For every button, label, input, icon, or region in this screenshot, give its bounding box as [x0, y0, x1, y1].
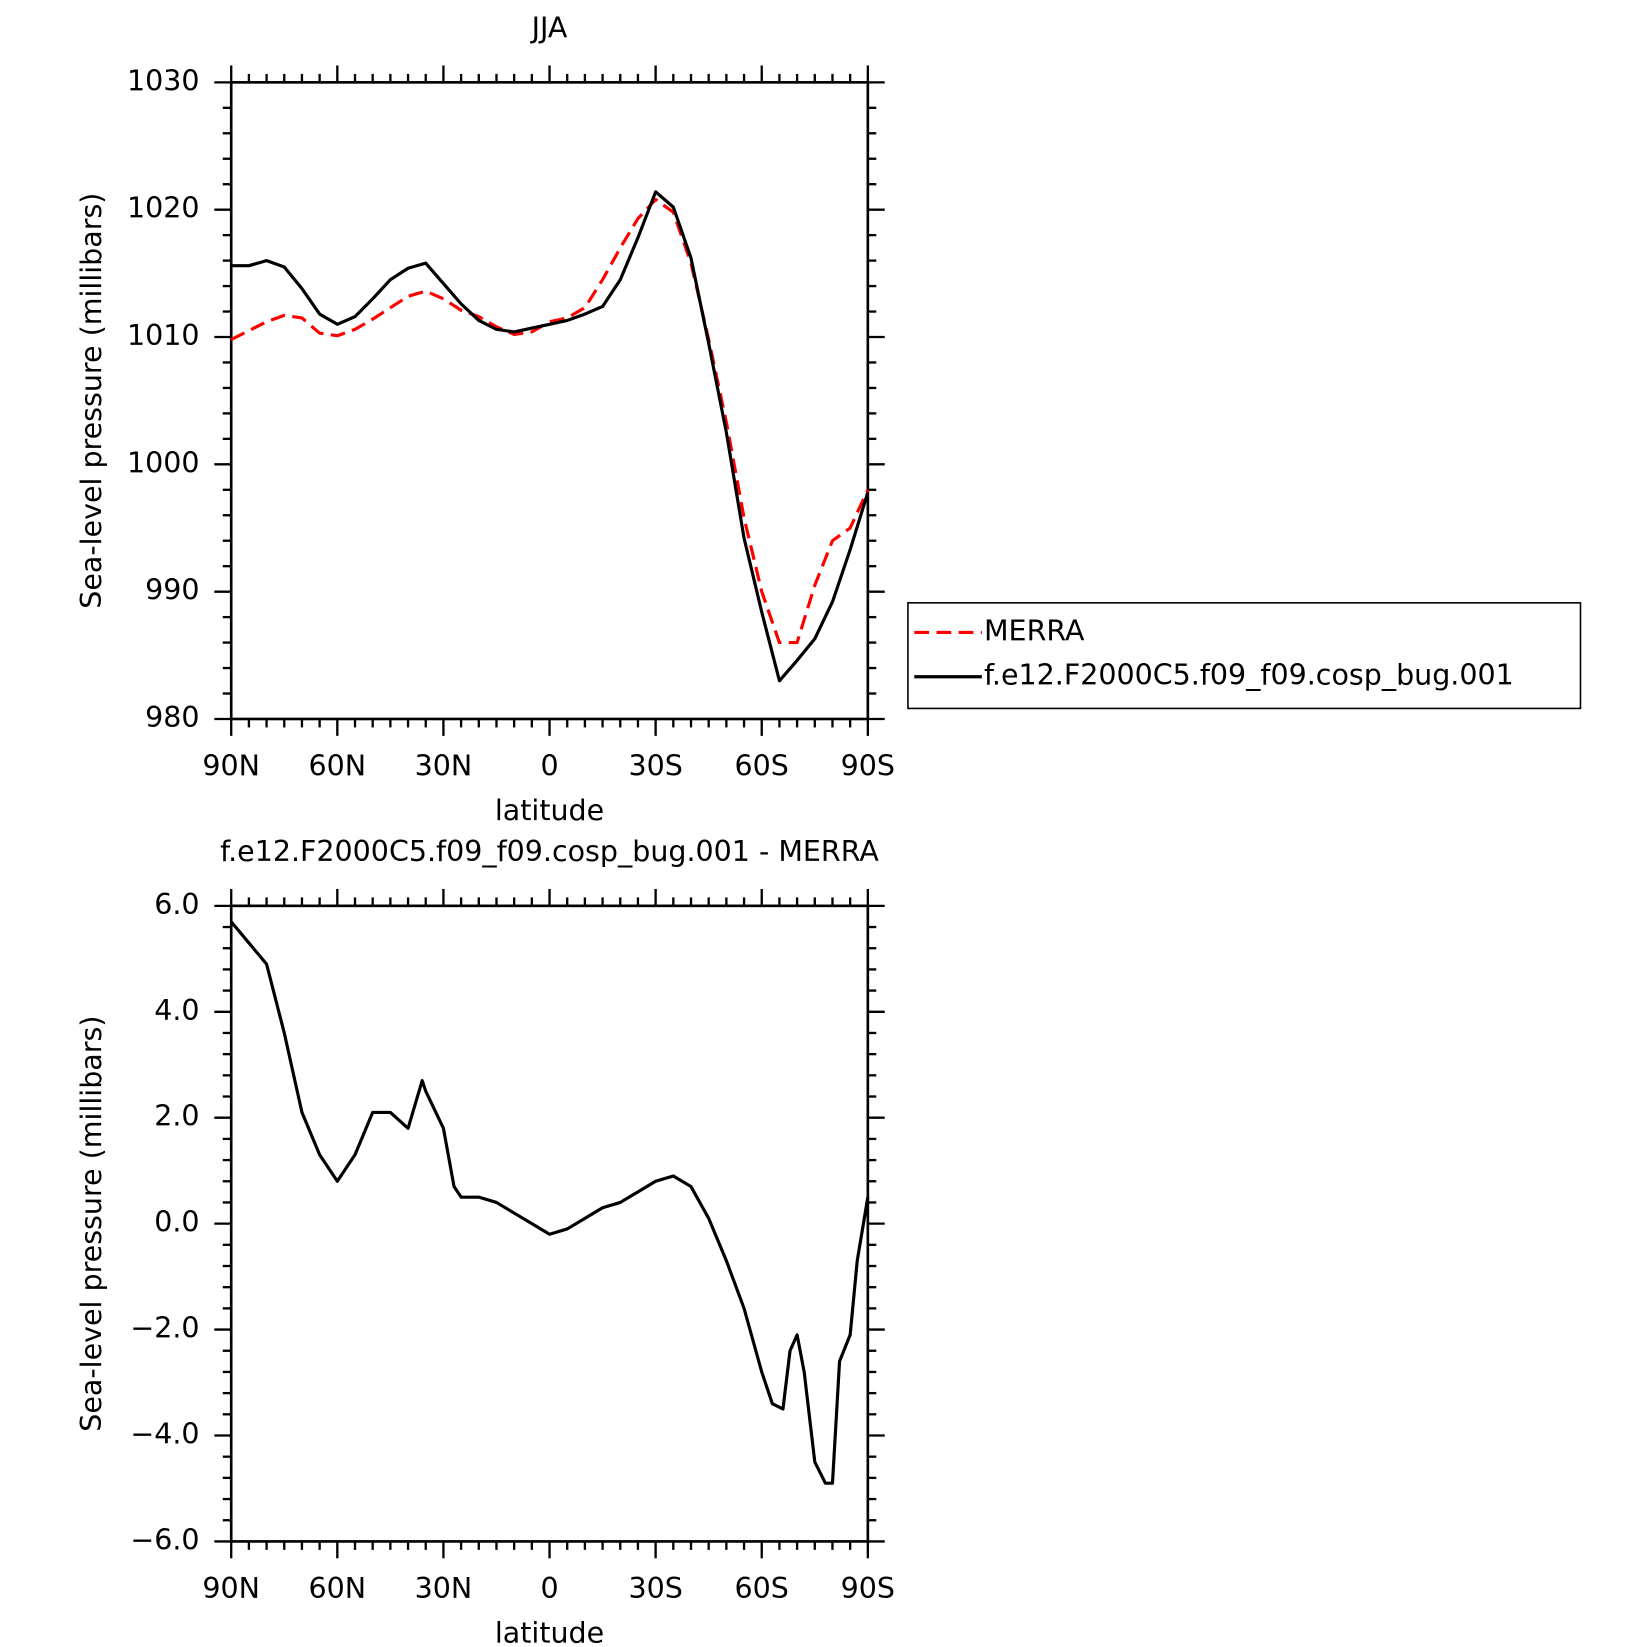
y-tick-label: 1020 [127, 192, 200, 225]
x-tick-label: 30N [415, 750, 473, 783]
x-axis-label: latitude [495, 1616, 604, 1647]
x-tick-label: 30S [628, 750, 682, 783]
x-tick-label: 60S [735, 1572, 789, 1605]
y-tick-label: 0.0 [154, 1206, 199, 1239]
x-tick-label: 90S [841, 1572, 895, 1605]
y-tick-label: 1010 [127, 319, 200, 352]
x-axis-label: latitude [495, 794, 604, 827]
legend-label: MERRA [984, 614, 1085, 647]
y-tick-label: 4.0 [154, 994, 199, 1027]
x-tick-label: 60N [309, 750, 367, 783]
legend-label: f.e12.F2000C5.f09_f09.cosp_bug.001 [984, 659, 1514, 692]
y-tick-label: 980 [145, 701, 199, 734]
y-tick-label: 1030 [127, 64, 200, 97]
y-tick-label: −2.0 [130, 1312, 199, 1345]
x-tick-label: 90N [202, 750, 260, 783]
x-tick-label: 60S [735, 750, 789, 783]
x-tick-label: 90S [841, 750, 895, 783]
x-tick-label: 60N [309, 1572, 367, 1605]
chart-title: f.e12.F2000C5.f09_f09.cosp_bug.001 - MER… [220, 835, 879, 868]
y-tick-label: 2.0 [154, 1100, 199, 1133]
panel: JJA latitude Sea-level pressure (millibars… [75, 12, 1582, 827]
data-line [231, 190, 870, 683]
data-line [230, 197, 870, 645]
y-tick-label: 990 [145, 574, 199, 607]
y-tick-label: −4.0 [130, 1417, 199, 1450]
x-tick-label: 90N [202, 1572, 260, 1605]
chart-title: JJA [530, 12, 568, 45]
y-tick-label: 6.0 [154, 888, 199, 921]
y-axis-label: Sea-level pressure (millibars) [75, 193, 108, 609]
y-tick-label: −6.0 [130, 1523, 199, 1556]
x-tick-label: 0 [540, 750, 558, 783]
x-tick-label: 30N [415, 1572, 473, 1605]
y-axis-label: Sea-level pressure (millibars) [75, 1016, 108, 1432]
data-line [229, 920, 870, 1485]
x-tick-label: 30S [628, 1572, 682, 1605]
legend-box [907, 602, 1582, 710]
panel: f.e12.F2000C5.f09_f09.cosp_bug.001 - MER… [75, 835, 895, 1647]
y-tick-label: 1000 [127, 446, 200, 479]
x-tick-label: 0 [540, 1572, 558, 1605]
